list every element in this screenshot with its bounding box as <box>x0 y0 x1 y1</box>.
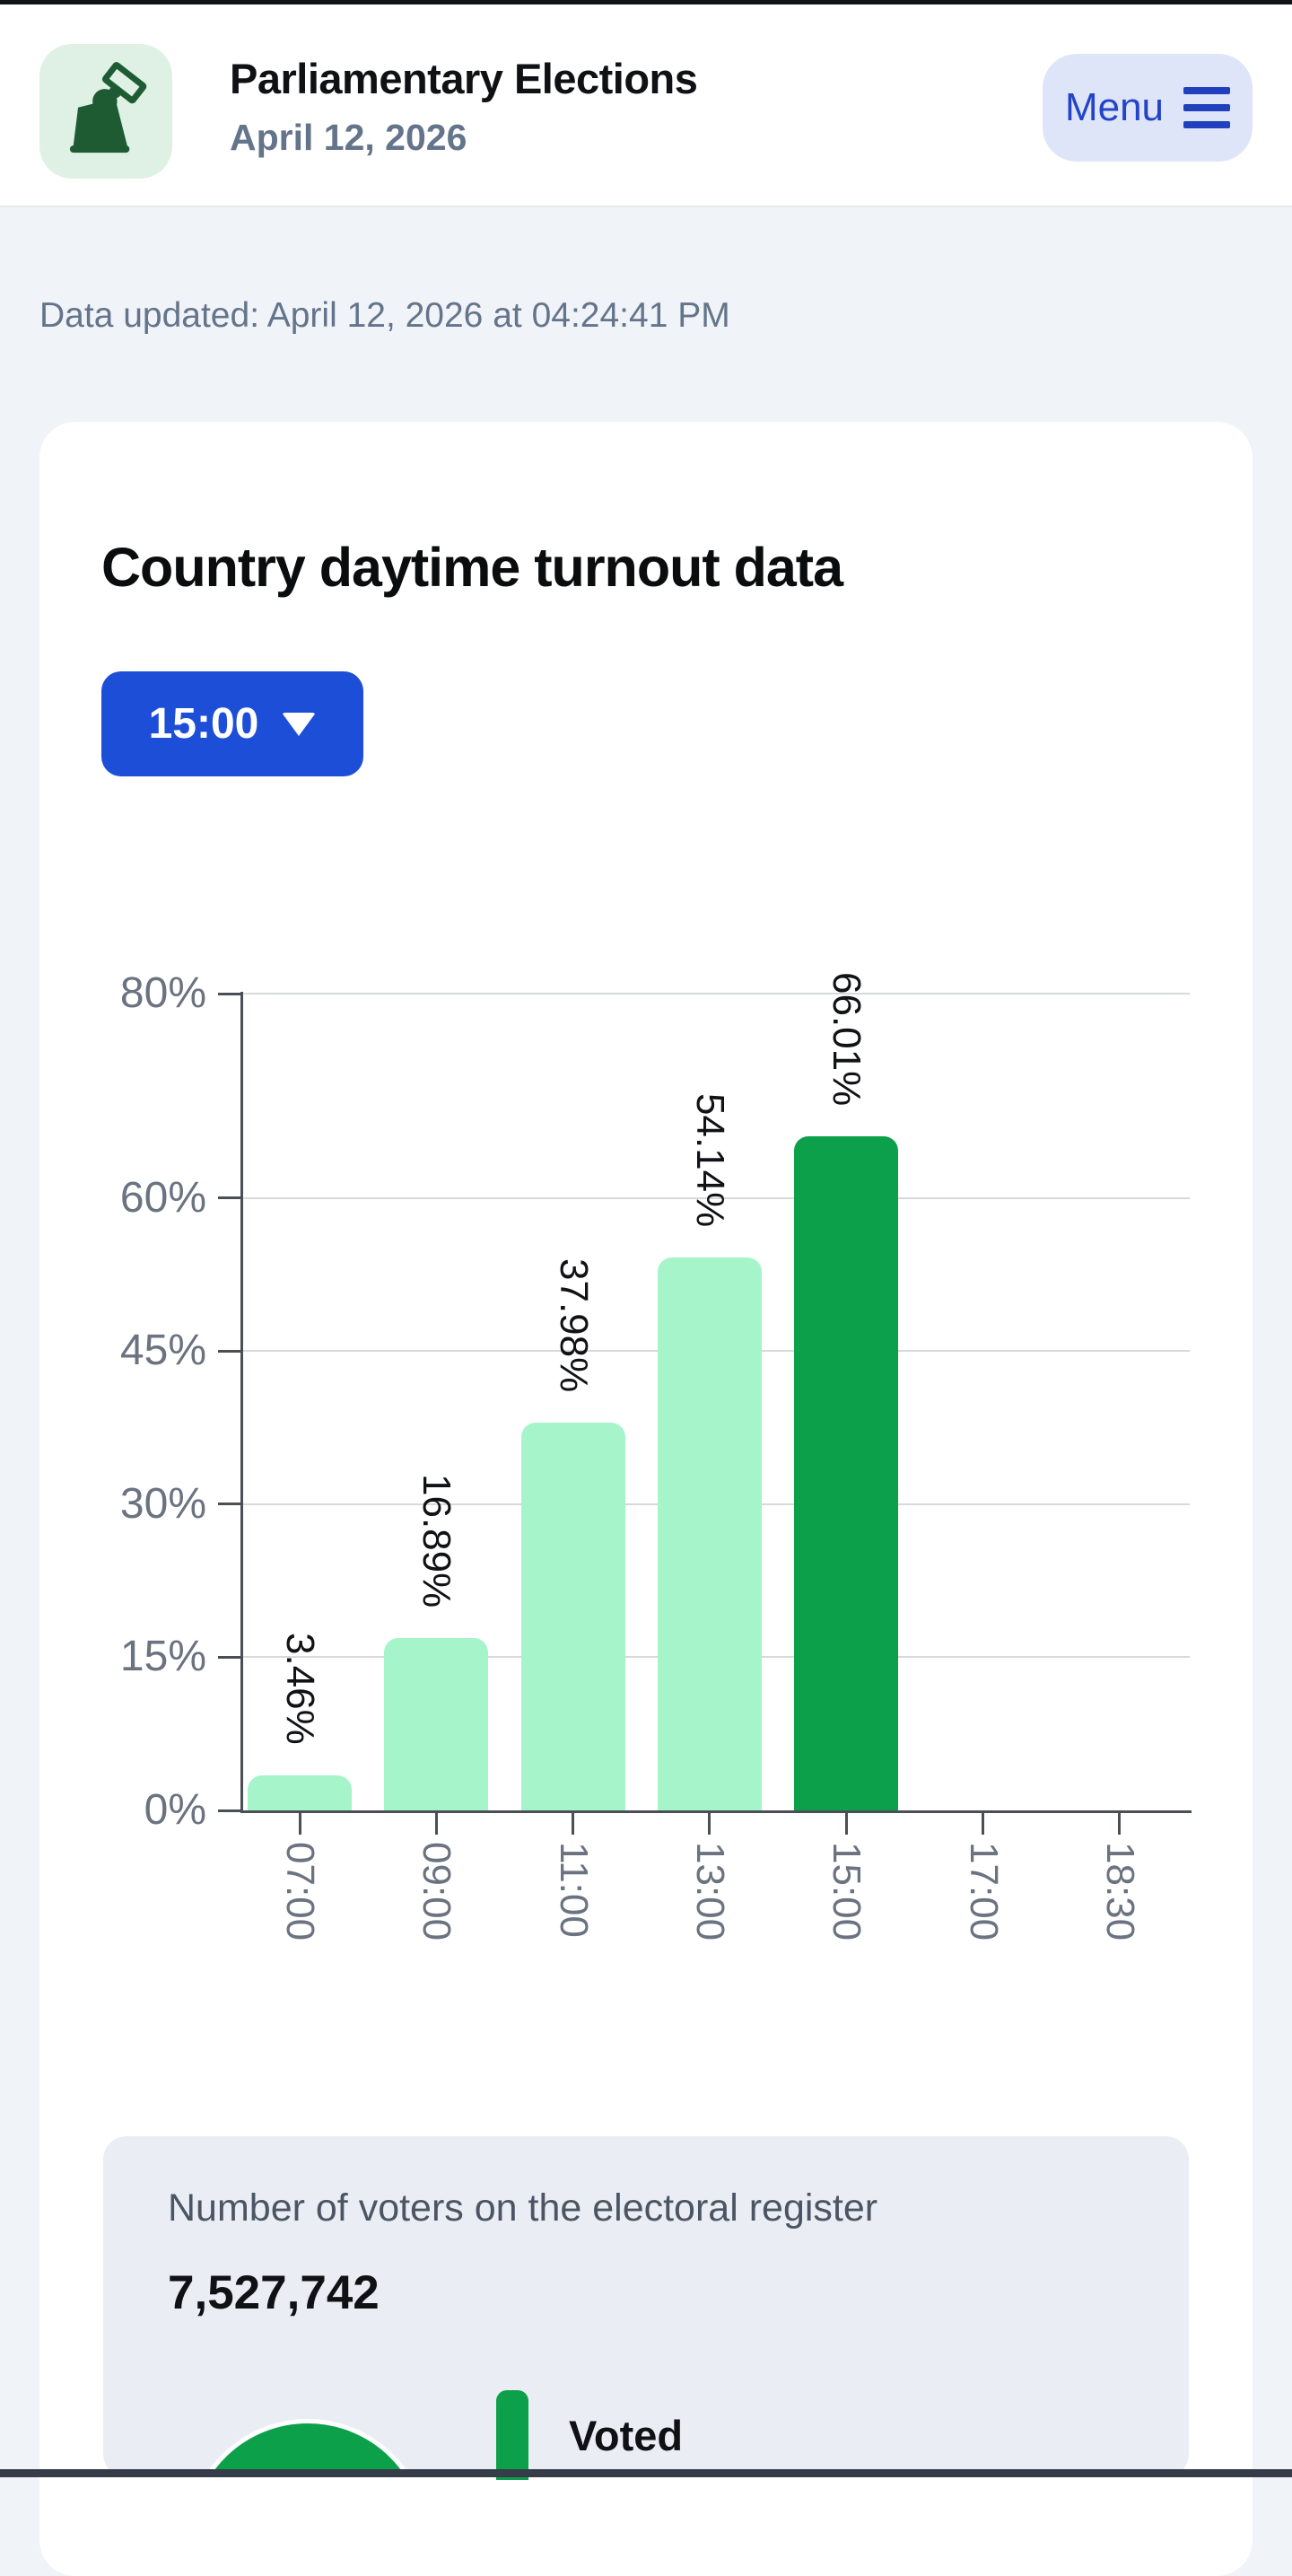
time-selector-dropdown[interactable]: 15:00 <box>101 671 363 776</box>
y-axis-label: 30% <box>119 1479 206 1528</box>
bar-09:00[interactable] <box>384 1637 489 1810</box>
hamburger-icon <box>1183 87 1231 128</box>
time-selector-value: 15:00 <box>148 700 259 748</box>
x-tick <box>708 1813 711 1835</box>
bar-value-label: 66.01% <box>825 972 869 1107</box>
bar-07:00[interactable] <box>248 1774 352 1810</box>
legend-marker-voted <box>496 2390 528 2480</box>
bottom-edge-band <box>0 2469 1292 2477</box>
x-axis-line <box>240 1810 1192 1813</box>
y-axis-label: 45% <box>119 1327 206 1375</box>
y-axis-line <box>240 992 243 1812</box>
gridline-60% <box>242 1196 1190 1199</box>
turnout-bar-chart[interactable]: 0% 15% 30% 45% 60% 80% 07:00 3.46% 09:00 16.89% 11… <box>0 0 1292 2477</box>
menu-button[interactable]: Menu <box>1043 54 1253 162</box>
bar-value-label: 54.14% <box>687 1093 732 1228</box>
x-tick <box>1118 1813 1122 1835</box>
turnout-heading: Country daytime turnout data <box>101 536 843 598</box>
x-tick <box>844 1813 848 1835</box>
x-tick <box>298 1813 301 1835</box>
app-header: Parliamentary Elections April 12, 2026 M… <box>0 4 1292 207</box>
y-tick <box>218 1655 242 1659</box>
chevron-down-icon <box>282 712 317 736</box>
data-updated-text: Data updated: April 12, 2026 at 04:24:41… <box>39 296 730 335</box>
bar-value-label: 3.46% <box>278 1632 322 1745</box>
y-tick <box>218 1196 242 1199</box>
top-edge-strip <box>0 0 1292 4</box>
y-axis-label: 80% <box>119 969 206 1017</box>
x-axis-label: 11:00 <box>551 1842 596 1938</box>
x-tick <box>572 1813 575 1835</box>
gridline-80% <box>242 993 1190 994</box>
y-axis-label: 60% <box>119 1173 206 1222</box>
bar-value-label: 16.89% <box>415 1473 459 1608</box>
bar-15:00[interactable] <box>794 1136 899 1810</box>
page-subtitle: April 12, 2026 <box>230 117 467 158</box>
y-axis-label: 15% <box>119 1633 206 1681</box>
page-title: Parliamentary Elections <box>230 55 698 102</box>
x-axis-label: 15:00 <box>825 1842 869 1941</box>
x-axis-label: 07:00 <box>278 1842 322 1941</box>
ballot-hand-icon <box>57 60 155 163</box>
bar-11:00[interactable] <box>520 1422 625 1810</box>
y-axis-label: 0% <box>144 1786 206 1834</box>
y-tick <box>218 1503 242 1506</box>
menu-button-label: Menu <box>1064 85 1165 129</box>
register-title: Number of voters on the electoral regist… <box>168 2186 878 2230</box>
y-tick <box>218 1349 242 1353</box>
x-tick <box>982 1813 985 1835</box>
x-axis-label: 09:00 <box>415 1842 459 1941</box>
y-tick <box>218 1809 242 1812</box>
legend-label-voted: Voted <box>569 2412 684 2459</box>
bar-value-label: 37.98% <box>551 1257 596 1393</box>
x-tick <box>434 1813 438 1835</box>
x-axis-label: 17:00 <box>961 1842 1006 1941</box>
register-value: 7,527,742 <box>168 2266 380 2319</box>
y-tick <box>218 992 242 995</box>
x-axis-label: 13:00 <box>687 1842 732 1941</box>
bar-13:00[interactable] <box>657 1257 762 1810</box>
x-axis-label: 18:30 <box>1097 1842 1142 1941</box>
app-logo-tile <box>39 44 172 179</box>
